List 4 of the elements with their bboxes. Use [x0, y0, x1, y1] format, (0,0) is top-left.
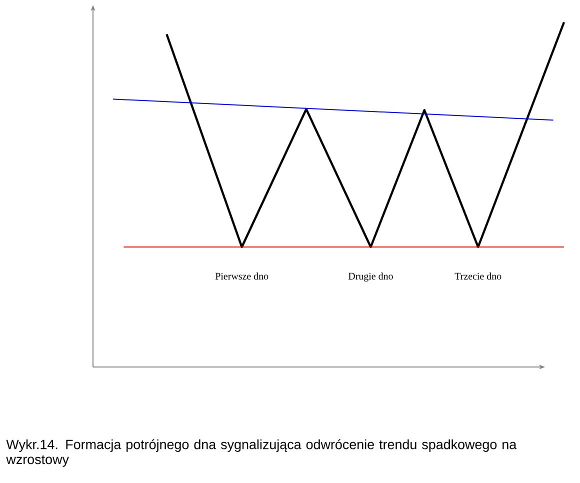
- annotation: Trzecie dno: [454, 272, 502, 280]
- annotation: Pierwsze dno: [215, 272, 268, 280]
- text: Wykr.14. Formacja potrójnego dna sygnalizująca odwrócenie trendu spadkowego na wzrostowy: [6, 439, 517, 467]
- annotation: Drugie dno: [348, 272, 393, 282]
